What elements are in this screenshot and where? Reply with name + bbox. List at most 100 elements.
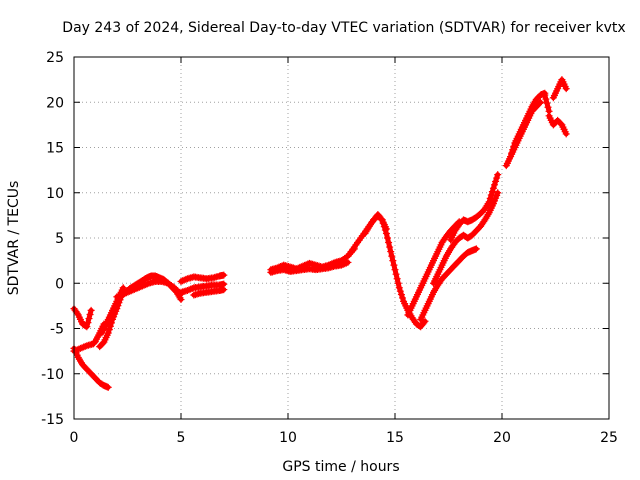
data-point [116,291,124,299]
data-point [171,284,179,292]
data-point [119,284,127,292]
data-point [390,261,398,269]
x-axis-label: GPS time / hours [282,459,399,475]
data-point [87,306,95,314]
data-point [188,284,196,292]
data-point [119,290,127,298]
data-point [132,285,140,293]
gridlines [74,57,609,419]
y-tick-label: 20 [46,95,64,111]
data-point [126,287,134,295]
data-point [142,281,150,289]
data-point [382,225,390,233]
data-point [394,279,402,287]
data-point [76,344,84,352]
data-point [130,285,138,293]
series-seg-q [447,171,502,244]
series-seg-k [267,258,352,276]
data-point [562,130,570,138]
series-seg-g [177,271,228,285]
data-point [104,329,112,337]
data-point [562,85,570,93]
data-point [492,177,500,185]
data-point [137,283,145,291]
data-point [78,344,86,352]
data-point [73,309,81,317]
data-point [338,261,345,269]
series-seg-h [177,280,228,296]
data-point [397,291,405,299]
data-point [339,260,347,268]
data-point [114,292,122,300]
data-point [485,198,493,206]
series-trace [418,246,479,322]
data-point [535,99,543,107]
series-seg-o [417,245,480,323]
data-point [185,286,193,294]
x-tick-label: 5 [177,430,186,446]
y-tick-label: 25 [46,50,64,66]
data-point [127,287,135,295]
data-point [388,252,396,260]
chart-title: Day 243 of 2024, Sidereal Day-to-day VTE… [62,20,625,36]
data-point [487,191,495,199]
data-point [72,346,80,354]
data-point [391,266,399,274]
data-point [396,287,404,295]
x-tick-label: 15 [386,430,404,446]
data-point [395,284,403,292]
data-point [537,98,545,106]
data-point [472,245,480,253]
series-seg-s [507,98,545,161]
y-tick-label: 5 [55,231,64,247]
data-point [398,294,406,302]
series-seg-m [361,212,390,237]
data-point [493,174,501,182]
data-point [118,291,126,299]
data-point [129,286,137,294]
data-point [113,293,121,301]
data-point [542,95,550,103]
data-point [486,194,494,202]
y-tick-label: 10 [46,186,64,202]
data-point [83,323,91,331]
data-point [177,277,185,285]
data-point [135,283,143,291]
data-points [70,76,570,391]
axis-ticks: 0 5 10 15 20 25 -15 -10 -5 0 5 10 15 20 25 [41,50,618,446]
data-point [122,289,130,297]
data-point [180,276,188,284]
data-point [85,315,93,323]
data-point [104,383,112,391]
data-point [544,103,552,111]
data-point [124,288,132,296]
data-point [420,319,428,327]
data-point [143,280,151,288]
data-point [543,99,551,107]
data-point [491,181,499,189]
data-point [182,275,190,283]
data-point [488,188,496,196]
data-point [342,259,350,267]
y-tick-label: 15 [46,141,64,157]
data-point [389,257,397,265]
y-tick-label: -5 [50,322,64,338]
data-point [220,286,228,294]
data-point [489,184,497,192]
data-point [81,342,89,350]
data-point [421,317,429,325]
data-point [140,281,148,289]
data-point [392,270,400,278]
data-point [172,285,180,293]
x-tick-label: 10 [279,430,297,446]
data-point [73,346,81,354]
data-point [385,239,393,247]
data-point [183,286,191,294]
y-tick-label: 0 [55,276,64,292]
data-point [386,243,394,251]
series-seg-p [430,189,502,287]
series-seg-b [70,344,112,391]
series-seg-v [549,76,570,102]
data-point [105,326,113,334]
series-seg-t [541,91,553,115]
